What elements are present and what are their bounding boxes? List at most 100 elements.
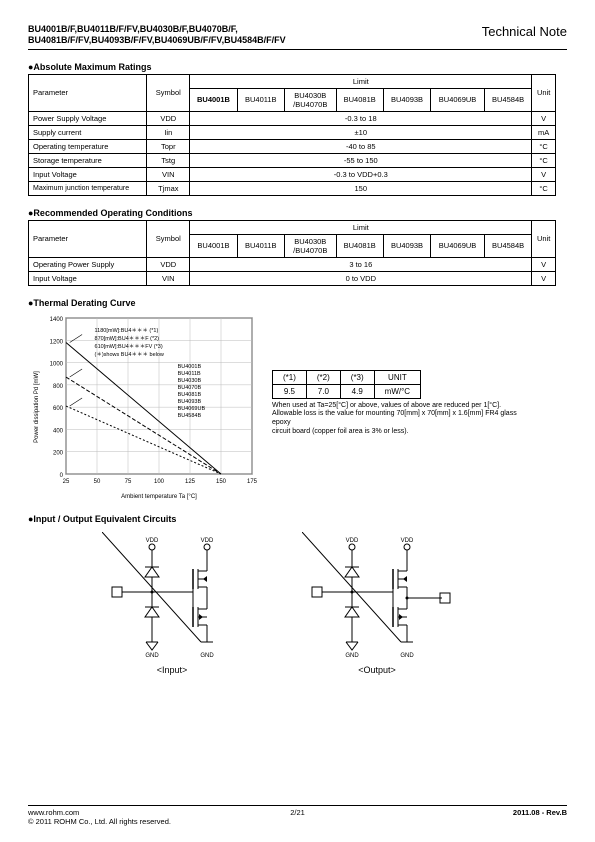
svg-text:1000: 1000 [50,361,64,367]
th-limit2: Limit [190,220,532,234]
header-rule [28,49,567,50]
svg-text:GND: GND [345,653,359,659]
input-circuit: VDDVDDGNDGND [102,532,242,662]
r4s: VIN [147,167,190,181]
r5p: Maximum junction temperature [29,181,147,195]
rr1v: 0 to VDD [190,271,532,285]
svg-text:GND: GND [400,653,414,659]
th-symbol: Symbol [147,74,190,111]
rp4: BU4093B [383,234,430,257]
svg-text:VDD: VDD [146,538,159,544]
th-unit2: Unit [532,220,556,257]
ut-h3: (*3) [340,370,374,384]
svg-text:(＊)shows BU4＊＊＊ below: (＊)shows BU4＊＊＊ below [95,351,164,358]
svg-text:600: 600 [53,406,64,412]
svg-text:870[mW]:BU4＊＊＊F (*2): 870[mW]:BU4＊＊＊F (*2) [95,335,160,342]
parthead-3: BU4081B [336,88,383,111]
parts-line2: BU4081B/F/FV,BU4093B/F/FV,BU4069UB/F/FV,… [28,35,286,46]
derating-note: When used at Ta=25[°C] or above, values … [272,402,532,437]
rp6: BU4584B [484,234,531,257]
footer-left: www.rohm.com © 2011 ROHM Co., Ltd. All r… [28,808,171,826]
rec-op-table: Parameter Symbol Limit Unit BU4001B BU40… [28,220,556,286]
derating-row: 0200400600800100012001400255075100125150… [28,312,567,502]
svg-text:BU4093B: BU4093B [178,399,202,405]
circuit-row: VDDVDDGNDGND <Input> VDDVDDGNDGND <Outpu… [28,532,567,675]
parthead-1: BU4011B [237,88,284,111]
r1s: Iin [147,125,190,139]
svg-text:150: 150 [216,479,227,485]
parthead-2: BU4030B /BU4070B [284,88,336,111]
parthead-0: BU4001B [190,88,237,111]
svg-text:175: 175 [247,479,258,485]
svg-text:1400: 1400 [50,317,64,323]
th-unit: Unit [532,74,556,111]
r5u: °C [532,181,556,195]
r3u: °C [532,153,556,167]
parts-line1: BU4001B/F,BU4011B/F/FV,BU4030B/F,BU4070B… [28,24,286,35]
svg-text:100: 100 [154,479,165,485]
ut-v2: 7.0 [306,384,340,398]
footer-rule [28,805,567,806]
parthead-6: BU4584B [484,88,531,111]
svg-text:125: 125 [185,479,196,485]
r4u: V [532,167,556,181]
svg-text:BU4030B: BU4030B [178,378,202,384]
output-circuit-wrap: VDD VDD GND GND <Output> [302,532,452,675]
derating-side: (*1) (*2) (*3) UNIT 9.5 7.0 4.9 mW/°C Wh… [272,370,532,437]
ut-v1: 9.5 [273,384,307,398]
abs-max-table: Parameter Symbol Limit Unit BU4001B BU40… [28,74,556,196]
r2v: -40 to 85 [190,139,532,153]
ut-v4: mW/°C [374,384,420,398]
page-header: BU4001B/F,BU4011B/F/FV,BU4030B/F,BU4070B… [28,24,567,47]
svg-text:BU4001B: BU4001B [178,364,202,370]
ut-v3: 4.9 [340,384,374,398]
rr0p: Operating Power Supply [29,257,147,271]
ut-h1: (*1) [273,370,307,384]
r2p: Operating temperature [29,139,147,153]
footer-page: 2/21 [290,808,305,817]
footer-copyright: © 2011 ROHM Co., Ltd. All rights reserve… [28,817,171,826]
svg-text:25: 25 [63,479,70,485]
r3s: Tstg [147,153,190,167]
rp0: BU4001B [190,234,237,257]
r5v: 150 [190,181,532,195]
output-circuit: VDD VDD GND GND [302,532,452,662]
svg-text:VDD: VDD [346,538,359,544]
svg-text:BU4081B: BU4081B [178,392,202,398]
r2u: °C [532,139,556,153]
r1p: Supply current [29,125,147,139]
rp1: BU4011B [237,234,284,257]
svg-text:BU4011B: BU4011B [178,371,201,377]
r0u: V [532,111,556,125]
parthead-5: BU4069UB [431,88,485,111]
th-symbol2: Symbol [147,220,190,257]
svg-text:VDD: VDD [401,538,414,544]
rr1p: Input Voltage [29,271,147,285]
svg-text:VDD: VDD [201,538,214,544]
r5s: Tjmax [147,181,190,195]
svg-text:610[mW]:BU4＊＊＊FV (*3): 610[mW]:BU4＊＊＊FV (*3) [95,343,163,350]
rr0u: V [532,257,556,271]
svg-text:GND: GND [200,653,214,659]
r3v: -55 to 150 [190,153,532,167]
svg-text:75: 75 [125,479,132,485]
r4p: Input Voltage [29,167,147,181]
svg-text:50: 50 [94,479,101,485]
rp5: BU4069UB [431,234,485,257]
rr1u: V [532,271,556,285]
rr0s: VDD [147,257,190,271]
input-circuit-wrap: VDDVDDGNDGND <Input> [102,532,242,675]
rp3: BU4081B [336,234,383,257]
svg-text:1200: 1200 [50,339,64,345]
svg-text:400: 400 [53,428,64,434]
th-parameter2: Parameter [29,220,147,257]
derating-chart: 0200400600800100012001400255075100125150… [28,312,258,502]
svg-text:BU4070B: BU4070B [178,385,202,391]
th-parameter: Parameter [29,74,147,111]
svg-text:Ambient temperature Ta [°: Ambient temperature Ta [°C] [121,494,197,500]
output-label: <Output> [302,665,452,675]
r0p: Power Supply Voltage [29,111,147,125]
section-thermal: ●Thermal Derating Curve [28,298,567,308]
r0v: -0.3 to 18 [190,111,532,125]
svg-text:200: 200 [53,450,64,456]
